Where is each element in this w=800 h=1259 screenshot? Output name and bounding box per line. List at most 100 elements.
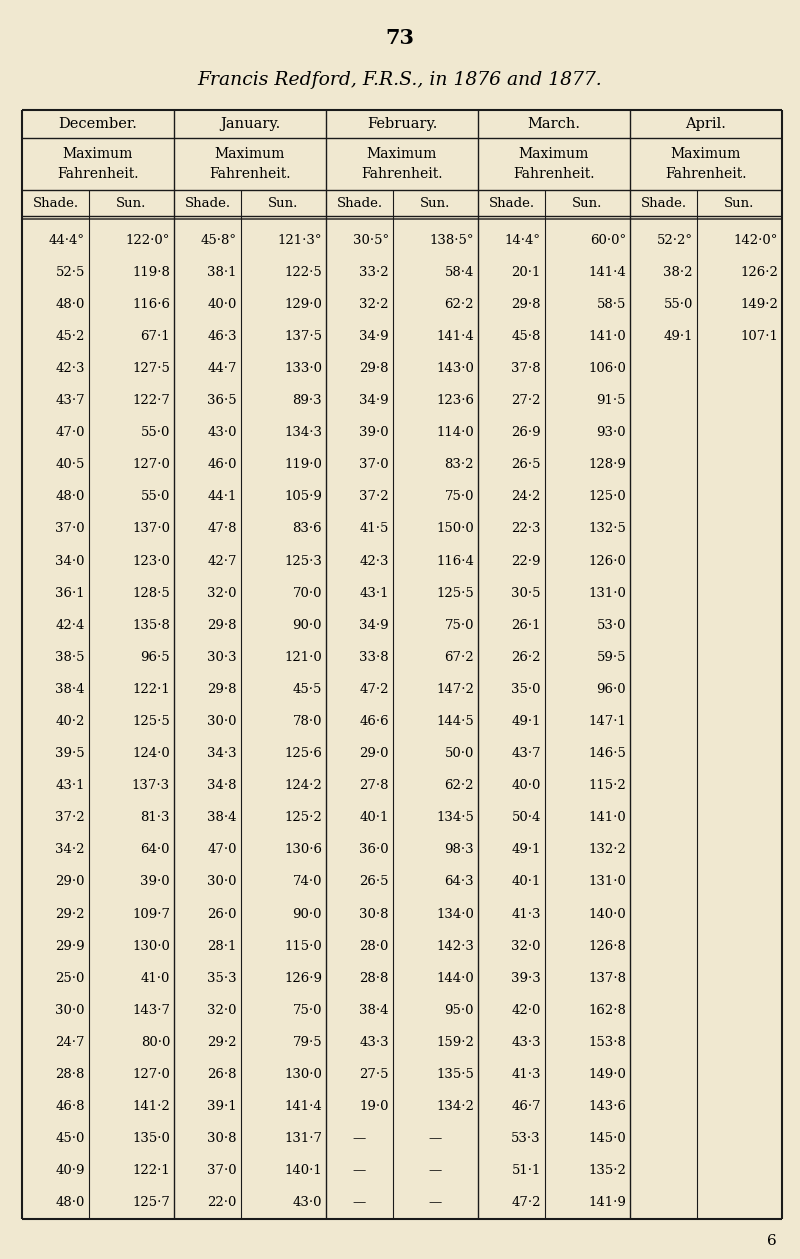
Text: 40·9: 40·9 xyxy=(55,1165,85,1177)
Text: 41·3: 41·3 xyxy=(511,1068,541,1081)
Text: 55·0: 55·0 xyxy=(663,297,693,311)
Text: 29·0: 29·0 xyxy=(359,747,389,760)
Text: 20·1: 20·1 xyxy=(511,266,541,278)
Text: 25·0: 25·0 xyxy=(55,972,85,985)
Text: —: — xyxy=(429,1165,442,1177)
Text: 53·0: 53·0 xyxy=(597,618,626,632)
Text: 78·0: 78·0 xyxy=(293,715,322,728)
Text: 19·0: 19·0 xyxy=(359,1100,389,1113)
Text: 50·0: 50·0 xyxy=(445,747,474,760)
Text: 52·5: 52·5 xyxy=(55,266,85,278)
Text: 140·0: 140·0 xyxy=(588,908,626,920)
Text: 96·5: 96·5 xyxy=(140,651,170,663)
Text: 46·3: 46·3 xyxy=(207,330,237,342)
Text: 122·7: 122·7 xyxy=(132,394,170,407)
Text: 134·5: 134·5 xyxy=(436,811,474,825)
Text: 135·0: 135·0 xyxy=(132,1132,170,1146)
Text: 105·9: 105·9 xyxy=(284,490,322,504)
Text: 133·0: 133·0 xyxy=(284,361,322,375)
Text: —: — xyxy=(429,1132,442,1146)
Text: 89·3: 89·3 xyxy=(292,394,322,407)
Text: 38·5: 38·5 xyxy=(55,651,85,663)
Text: 39·3: 39·3 xyxy=(511,972,541,985)
Text: 52·2°: 52·2° xyxy=(657,234,693,247)
Text: 28·1: 28·1 xyxy=(207,939,237,953)
Text: 43·3: 43·3 xyxy=(511,1036,541,1049)
Text: 38·4: 38·4 xyxy=(207,811,237,825)
Text: 45·8°: 45·8° xyxy=(201,234,237,247)
Text: 47·0: 47·0 xyxy=(55,426,85,439)
Text: 93·0: 93·0 xyxy=(596,426,626,439)
Text: 42·4: 42·4 xyxy=(55,618,85,632)
Text: 91·5: 91·5 xyxy=(597,394,626,407)
Text: 41·0: 41·0 xyxy=(141,972,170,985)
Text: 121·3°: 121·3° xyxy=(278,234,322,247)
Text: 34·0: 34·0 xyxy=(55,554,85,568)
Text: 128·9: 128·9 xyxy=(588,458,626,471)
Text: 130·6: 130·6 xyxy=(284,844,322,856)
Text: 134·0: 134·0 xyxy=(436,908,474,920)
Text: 26·9: 26·9 xyxy=(511,426,541,439)
Text: 30·0: 30·0 xyxy=(55,1003,85,1017)
Text: —: — xyxy=(353,1165,366,1177)
Text: 40·0: 40·0 xyxy=(207,297,237,311)
Text: 29·9: 29·9 xyxy=(55,939,85,953)
Text: 130·0: 130·0 xyxy=(284,1068,322,1081)
Text: 131·0: 131·0 xyxy=(588,875,626,889)
Text: 141·4: 141·4 xyxy=(436,330,474,342)
Text: 35·3: 35·3 xyxy=(207,972,237,985)
Text: 135·8: 135·8 xyxy=(132,618,170,632)
Text: 141·4: 141·4 xyxy=(588,266,626,278)
Text: 48·0: 48·0 xyxy=(55,490,85,504)
Text: 43·0: 43·0 xyxy=(293,1196,322,1210)
Text: 143·0: 143·0 xyxy=(436,361,474,375)
Text: 47·8: 47·8 xyxy=(207,522,237,535)
Text: 37·0: 37·0 xyxy=(55,522,85,535)
Text: 34·9: 34·9 xyxy=(359,330,389,342)
Text: 30·5: 30·5 xyxy=(511,587,541,599)
Text: 34·2: 34·2 xyxy=(55,844,85,856)
Text: 90·0: 90·0 xyxy=(293,908,322,920)
Text: 115·2: 115·2 xyxy=(588,779,626,792)
Text: 138·5°: 138·5° xyxy=(430,234,474,247)
Text: 123·6: 123·6 xyxy=(436,394,474,407)
Text: 49·1: 49·1 xyxy=(511,844,541,856)
Text: 125·5: 125·5 xyxy=(436,587,474,599)
Text: Francis Redford, F.R.S., in 1876 and 1877.: Francis Redford, F.R.S., in 1876 and 187… xyxy=(198,71,602,89)
Text: 24·2: 24·2 xyxy=(511,490,541,504)
Text: 96·0: 96·0 xyxy=(596,682,626,696)
Text: 34·3: 34·3 xyxy=(207,747,237,760)
Text: 64·0: 64·0 xyxy=(141,844,170,856)
Text: 126·2: 126·2 xyxy=(740,266,778,278)
Text: 32·2: 32·2 xyxy=(359,297,389,311)
Text: 30·5°: 30·5° xyxy=(353,234,389,247)
Text: 116·6: 116·6 xyxy=(132,297,170,311)
Text: 67·1: 67·1 xyxy=(140,330,170,342)
Text: 45·5: 45·5 xyxy=(293,682,322,696)
Text: 124·2: 124·2 xyxy=(284,779,322,792)
Text: 45·2: 45·2 xyxy=(55,330,85,342)
Text: 142·3: 142·3 xyxy=(436,939,474,953)
Text: 29·8: 29·8 xyxy=(359,361,389,375)
Text: 137·3: 137·3 xyxy=(132,779,170,792)
Text: 62·2: 62·2 xyxy=(445,297,474,311)
Text: 137·0: 137·0 xyxy=(132,522,170,535)
Text: 149·0: 149·0 xyxy=(588,1068,626,1081)
Text: 30·0: 30·0 xyxy=(207,875,237,889)
Text: 46·0: 46·0 xyxy=(207,458,237,471)
Text: 22·0: 22·0 xyxy=(207,1196,237,1210)
Text: 29·8: 29·8 xyxy=(207,618,237,632)
Text: Maximum
Fahrenheit.: Maximum Fahrenheit. xyxy=(362,147,442,181)
Text: 132·5: 132·5 xyxy=(588,522,626,535)
Text: 48·0: 48·0 xyxy=(55,297,85,311)
Text: 59·5: 59·5 xyxy=(597,651,626,663)
Text: Sun.: Sun. xyxy=(116,196,146,209)
Text: 22·3: 22·3 xyxy=(511,522,541,535)
Text: 32·0: 32·0 xyxy=(511,939,541,953)
Text: 28·0: 28·0 xyxy=(359,939,389,953)
Text: 143·7: 143·7 xyxy=(132,1003,170,1017)
Text: 32·0: 32·0 xyxy=(207,1003,237,1017)
Text: 95·0: 95·0 xyxy=(445,1003,474,1017)
Text: 75·0: 75·0 xyxy=(445,618,474,632)
Text: Shade.: Shade. xyxy=(640,196,686,209)
